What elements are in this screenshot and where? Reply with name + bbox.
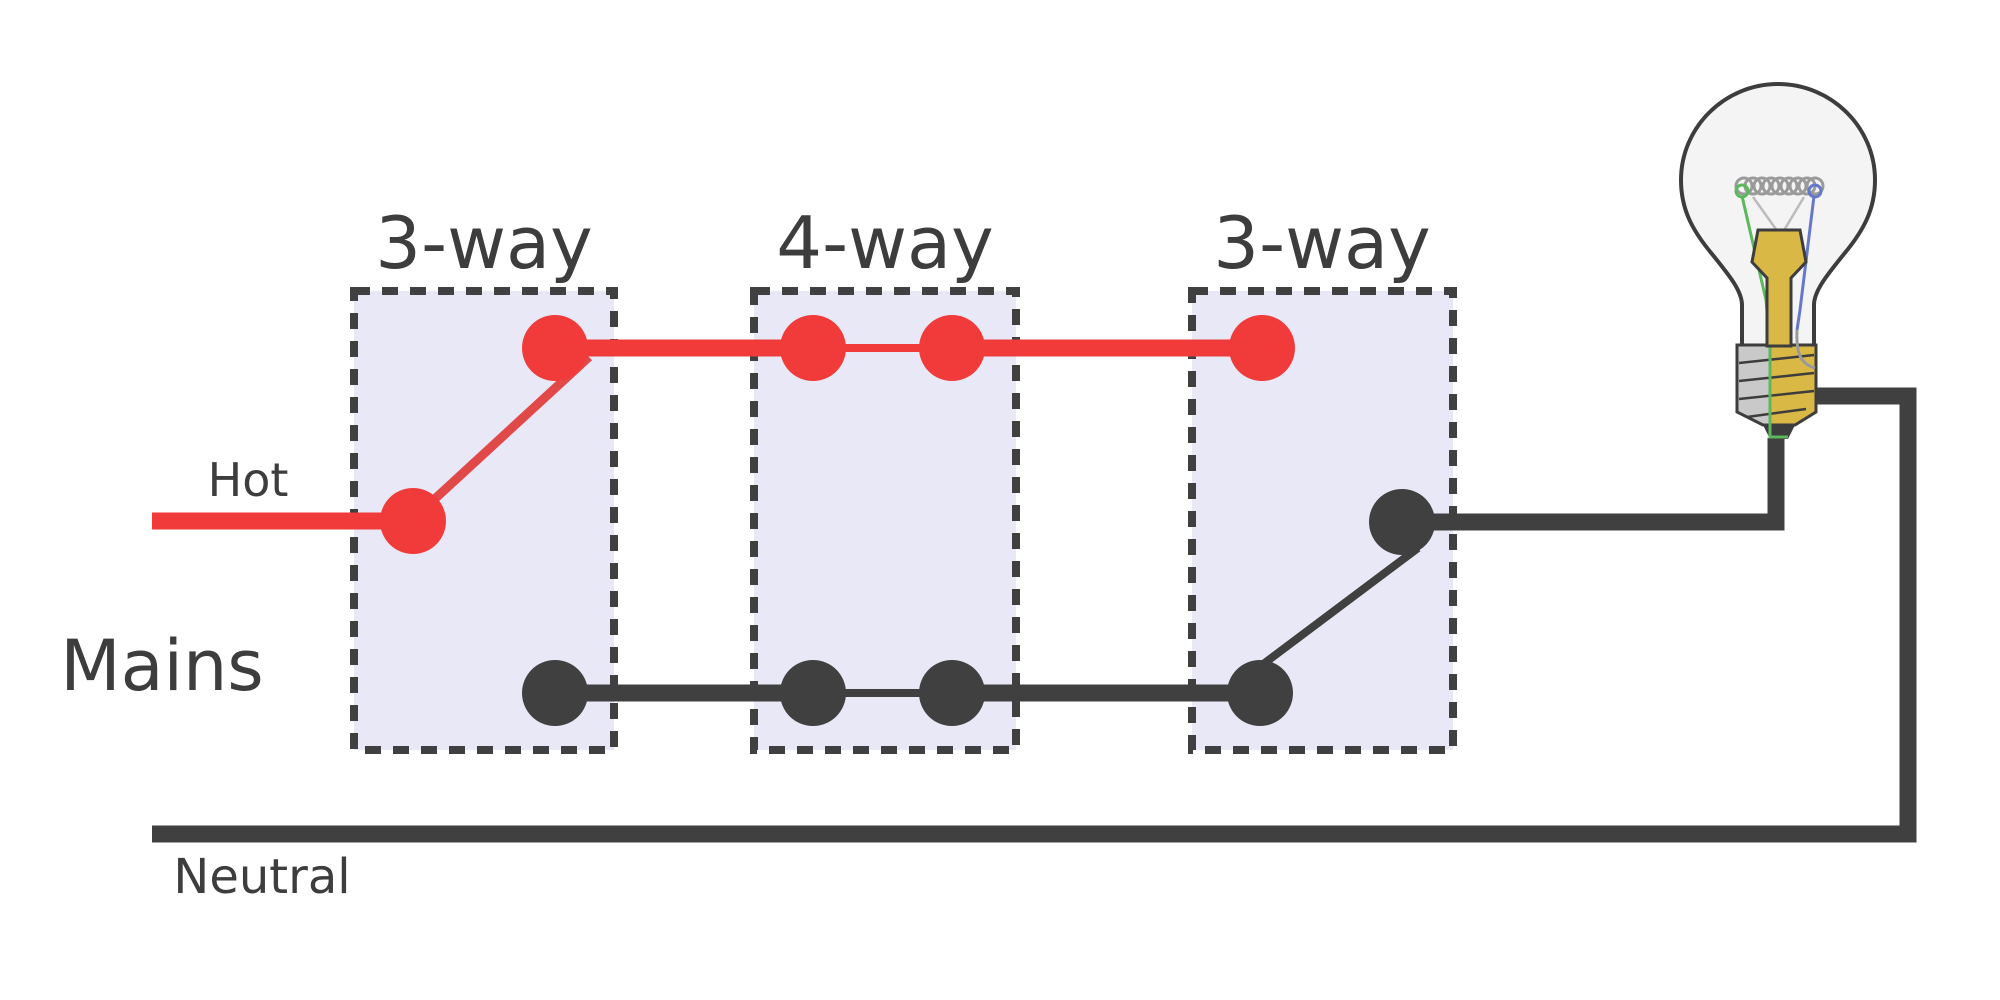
terminal-sw2-top-left	[780, 315, 846, 381]
terminal-sw1-common	[380, 488, 446, 554]
hot-label: Hot	[208, 453, 289, 507]
bulb-lead-to-shell	[1795, 329, 1816, 370]
base-thread-4	[1746, 407, 1807, 419]
terminal-sw2-bottom-right	[919, 660, 985, 726]
neutral-label: Neutral	[173, 849, 350, 905]
terminal-sw2-bottom-left	[780, 660, 846, 726]
terminal-sw2-top-right	[919, 315, 985, 381]
terminal-sw1-traveler-bottom	[522, 660, 588, 726]
switch-3-label: 3-way	[1213, 201, 1430, 285]
terminal-sw3-traveler-bottom	[1227, 660, 1293, 726]
base-thread-2	[1738, 371, 1815, 383]
bulb-base-gold-half	[1770, 345, 1816, 425]
bulb-stem	[1750, 228, 1808, 348]
terminal-sw3-traveler-top	[1229, 315, 1295, 381]
filament-hook-blue	[1807, 183, 1823, 199]
switched-hot-wire	[1402, 438, 1785, 531]
bulb-lead-blue	[1795, 195, 1816, 331]
bulb-base-gray-half	[1737, 345, 1770, 425]
filament-hook-green	[1734, 183, 1750, 199]
mains-label: Mains	[60, 625, 264, 707]
base-thread-3	[1738, 389, 1815, 401]
neutral-wire	[152, 387, 1917, 843]
switch-1-label: 3-way	[375, 201, 592, 285]
bulb-glass	[1678, 81, 1878, 349]
light-bulb	[1678, 81, 1878, 439]
bulb-filament	[1734, 176, 1825, 196]
switch-2-label: 4-way	[776, 201, 993, 285]
switch-blade-1	[422, 353, 593, 511]
filament-support-left	[1751, 196, 1780, 233]
terminal-sw3-common	[1369, 489, 1435, 555]
filament-support-right	[1781, 196, 1806, 233]
terminal-sw1-traveler-top	[522, 315, 588, 381]
